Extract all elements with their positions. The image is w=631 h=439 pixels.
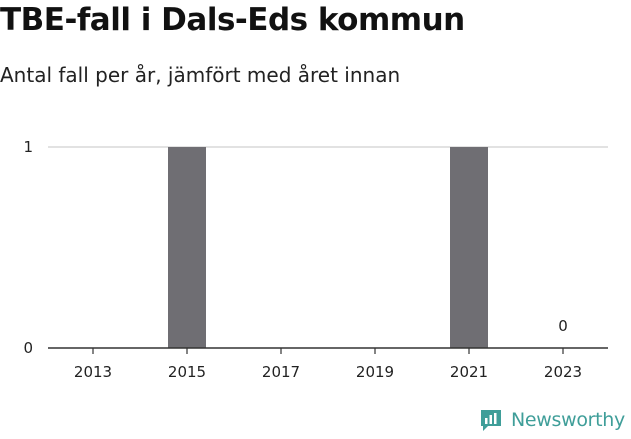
data-label: 0 <box>558 317 568 335</box>
brand-name: Newsworthy <box>510 409 625 431</box>
y-tick-label: 1 <box>23 138 33 156</box>
x-tick-label: 2019 <box>356 363 394 381</box>
bar-2021 <box>450 147 488 348</box>
y-tick-label: 0 <box>23 339 33 357</box>
bar-chart-logo-icon <box>480 410 501 431</box>
brand-logo: Newsworthy <box>479 407 625 433</box>
chart-title: TBE-fall i Dals-Eds kommun <box>0 2 465 38</box>
x-tick-label: 2017 <box>262 363 300 381</box>
bar-2015 <box>168 147 206 348</box>
x-tick-label: 2021 <box>450 363 488 381</box>
x-tick-label: 2013 <box>74 363 112 381</box>
x-tick-label: 2023 <box>544 363 582 381</box>
x-tick-label: 2015 <box>168 363 206 381</box>
chart-subtitle: Antal fall per år, jämfört med året inna… <box>0 63 401 87</box>
